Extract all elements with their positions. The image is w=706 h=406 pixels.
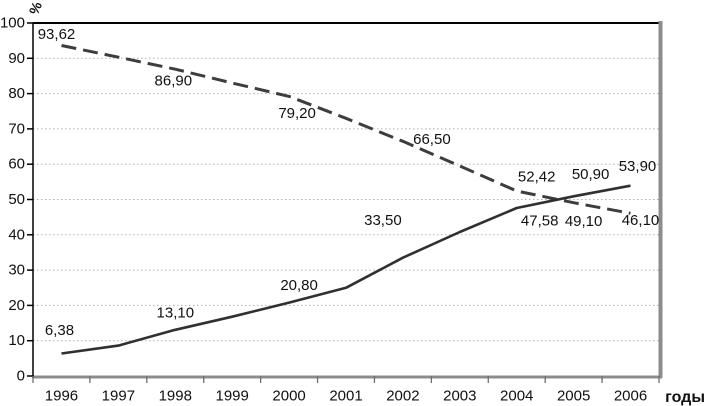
y-axis-tick-label: 70: [8, 120, 25, 137]
y-axis-tick-label: 0: [17, 368, 25, 385]
rising-solid-series-data-label: 33,50: [364, 212, 402, 229]
x-axis-year-label: 2006: [614, 388, 647, 405]
declining-dashed-series-data-label: 46,10: [622, 212, 660, 229]
rising-solid-series-data-label: 47,58: [521, 213, 559, 230]
rising-solid-series-line: [61, 184, 631, 355]
data-label-layer: 93,62 86,90 79,20 66,50 52,42 49,10 46,10 6,38 1…: [38, 26, 660, 339]
declining-dashed-series-data-label: 52,42: [518, 169, 556, 186]
y-axis-tick-label: 90: [8, 50, 25, 67]
rising-solid-series-data-label: 53,90: [619, 158, 657, 175]
y-axis-tick-label: 10: [8, 332, 25, 349]
y-axis-tick-label: 100: [0, 15, 25, 32]
declining-dashed-series-data-label: 93,62: [38, 26, 76, 43]
declining-dashed-series-data-label: 49,10: [565, 213, 603, 230]
x-axis-year-label: 1999: [215, 388, 248, 405]
x-axis-year-label: 2005: [557, 388, 590, 405]
x-axis-year-label: 2001: [329, 388, 362, 405]
rising-solid-series-data-label: 13,10: [157, 304, 195, 321]
y-axis-title: %: [26, 0, 46, 17]
rising-solid-series-data-label: 20,80: [280, 277, 318, 294]
x-axis-year-label: 2002: [386, 388, 419, 405]
declining-dashed-series-line: [61, 44, 631, 215]
declining-dashed-series-data-label: 79,20: [278, 105, 316, 122]
x-axis-year-label: 2004: [500, 388, 533, 405]
x-axis-year-label: 2000: [272, 388, 305, 405]
y-axis-tick-label: 80: [8, 85, 25, 102]
rising-solid-series-data-label: 50,90: [572, 166, 610, 183]
y-axis-tick-label: 20: [8, 297, 25, 314]
declining-dashed-series-data-label: 86,90: [155, 73, 193, 90]
x-axis-year-label: 2003: [443, 388, 476, 405]
axis-layer: 0 10 20 30 40 50 60 70 80 90 100 1996 1997 1998 1999 20…: [0, 15, 663, 405]
grid-layer: [33, 57, 662, 342]
y-axis-tick-label: 60: [8, 156, 25, 173]
x-axis-title: годы: [665, 389, 705, 406]
declining-dashed-series-data-label: 66,50: [413, 131, 451, 148]
y-axis-tick-label: 50: [8, 191, 25, 208]
series-layer: [61, 44, 631, 355]
x-axis-year-label: 1996: [45, 388, 78, 405]
y-axis-tick-label: 30: [8, 262, 25, 279]
y-axis-tick-label: 40: [8, 226, 25, 243]
x-axis-year-label: 1998: [159, 388, 192, 405]
x-axis-year-label: 1997: [102, 388, 135, 405]
rising-solid-series-data-label: 6,38: [45, 322, 74, 339]
